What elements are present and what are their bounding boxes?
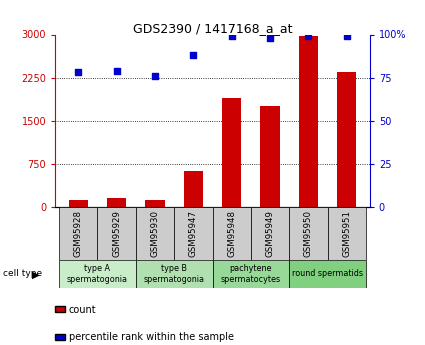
Point (190, 52, 197, 58)
Text: count: count (69, 305, 96, 315)
Text: GSM95948: GSM95948 (227, 210, 236, 257)
Text: cell type: cell type (3, 269, 42, 278)
Bar (174, 207, 212, 260)
Text: GSM95949: GSM95949 (266, 210, 275, 257)
Bar (212, 207, 251, 260)
Bar (145, 200, 164, 207)
Bar (251, 207, 289, 260)
Bar (59, 207, 97, 260)
Bar (97, 207, 136, 260)
Text: type A
spermatogonia: type A spermatogonia (67, 264, 128, 284)
Bar (136, 207, 174, 260)
Point (228, 33, 235, 39)
Point (305, 33, 312, 39)
Bar (107, 198, 126, 207)
Bar (184, 171, 203, 207)
Bar (59, 260, 136, 288)
Text: pachytene
spermatocytes: pachytene spermatocytes (221, 264, 281, 284)
Bar (261, 106, 280, 207)
Bar (289, 207, 328, 260)
Point (75, 70, 82, 75)
Text: type B
spermatogonia: type B spermatogonia (144, 264, 205, 284)
Point (152, 73, 159, 79)
Text: GSM95928: GSM95928 (74, 210, 83, 257)
Point (266, 35, 273, 41)
Bar (212, 260, 289, 288)
Text: GSM95951: GSM95951 (342, 210, 351, 257)
Text: GDS2390 / 1417168_a_at: GDS2390 / 1417168_a_at (133, 22, 292, 36)
Bar (337, 72, 356, 207)
Bar (328, 207, 366, 260)
Text: percentile rank within the sample: percentile rank within the sample (69, 333, 234, 342)
Point (113, 68, 120, 73)
Text: GSM95930: GSM95930 (150, 210, 159, 257)
Text: GSM95950: GSM95950 (304, 210, 313, 257)
Point (343, 33, 350, 39)
Bar (289, 260, 366, 288)
Bar (299, 36, 318, 207)
Bar (222, 98, 241, 207)
Text: GSM95929: GSM95929 (112, 210, 121, 257)
Text: ▶: ▶ (32, 270, 40, 279)
Bar (69, 199, 88, 207)
Text: round spermatids: round spermatids (292, 269, 363, 278)
Text: GSM95947: GSM95947 (189, 210, 198, 257)
Bar (136, 260, 212, 288)
